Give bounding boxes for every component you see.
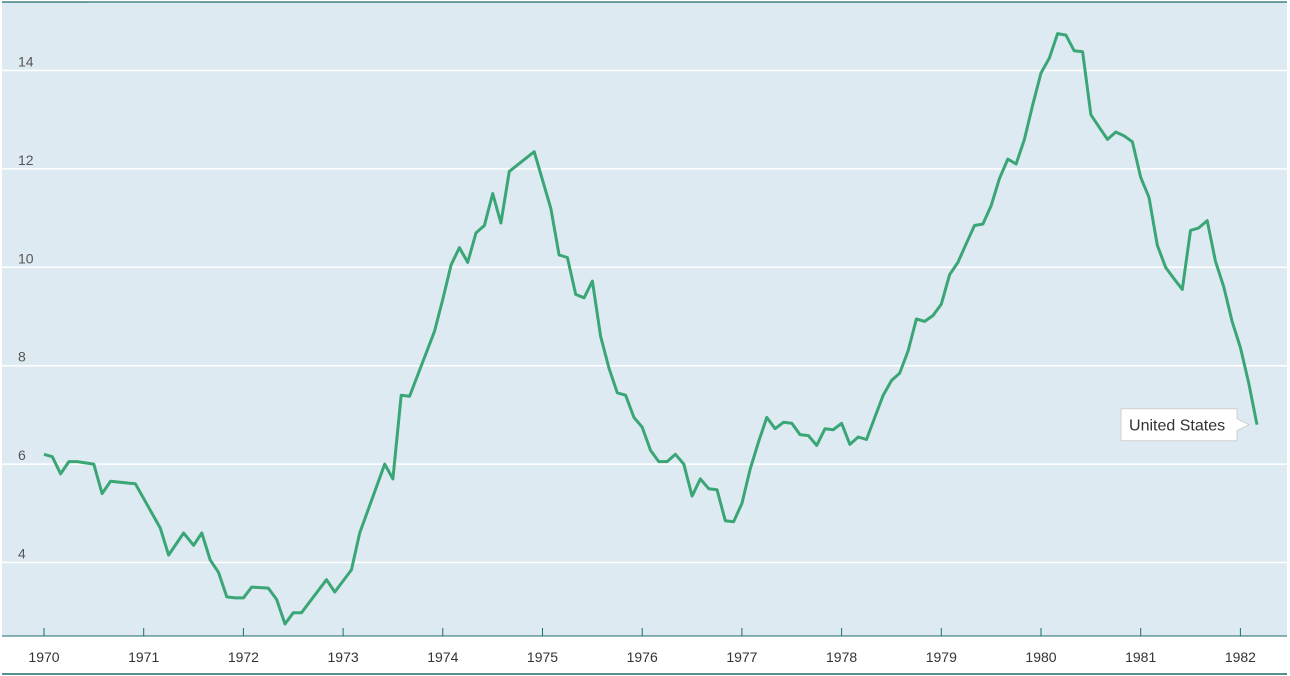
series-label-text: United States: [1129, 418, 1225, 435]
x-tick-label: 1975: [527, 649, 558, 665]
series-label: United States: [1120, 408, 1251, 442]
y-tick-label: 10: [18, 250, 34, 266]
y-tick-label: 12: [18, 152, 34, 168]
series-label-box: [1120, 408, 1251, 442]
x-tick-label: 1981: [1125, 649, 1156, 665]
x-axis-ticks: 1970 1971 1972 1973 1974 1975 1976 1977 1978 1979…: [28, 628, 1256, 665]
x-tick-label: 1973: [328, 649, 359, 665]
x-tick-label: 1982: [1225, 649, 1256, 665]
x-tick-label: 1970: [28, 649, 59, 665]
x-tick-label: 1971: [128, 649, 159, 665]
y-tick-label: 6: [18, 447, 26, 463]
x-tick-label: 1972: [228, 649, 259, 665]
y-tick-label: 4: [18, 546, 26, 562]
x-tick-label: 1978: [826, 649, 857, 665]
series-line-united-states[interactable]: [43, 32, 1259, 626]
x-tick-label: 1974: [427, 649, 458, 665]
y-tick-label: 8: [18, 349, 26, 365]
y-tick-label: 14: [18, 54, 34, 70]
y-axis-ticks: 4 6 8 10 12 14: [18, 54, 34, 562]
x-tick-label: 1979: [926, 649, 957, 665]
x-tick-label: 1976: [627, 649, 658, 665]
plot-background: [2, 2, 1287, 636]
x-tick-label: 1977: [726, 649, 757, 665]
x-tick-label: 1980: [1025, 649, 1056, 665]
gridlines: [2, 69, 1287, 564]
